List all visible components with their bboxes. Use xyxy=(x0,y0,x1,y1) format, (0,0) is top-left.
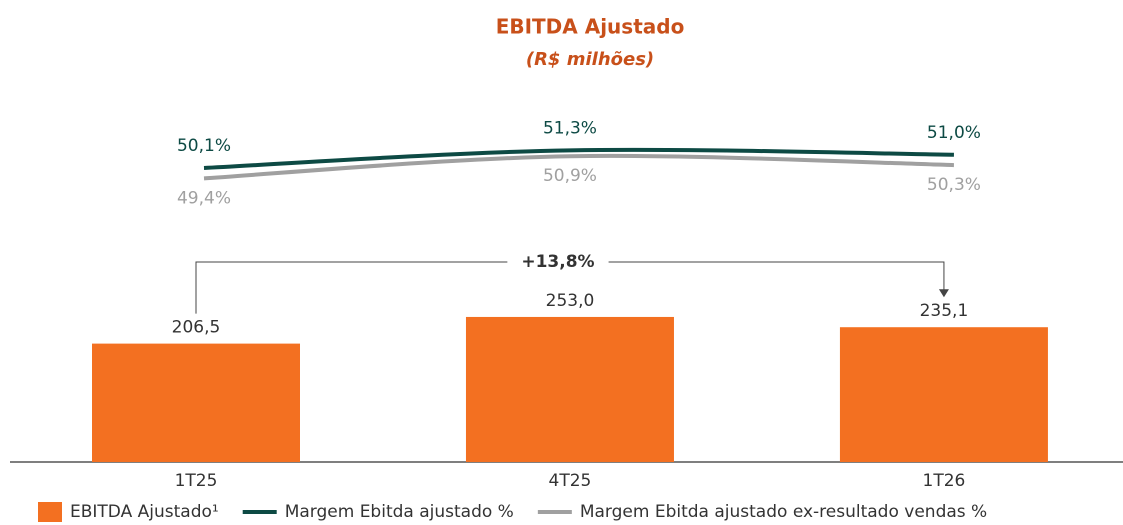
data-label: 50,1% xyxy=(177,136,231,156)
chart-subtitle: (R$ milhões) xyxy=(526,49,654,70)
data-label: 50,9% xyxy=(543,166,597,186)
chart-title: EBITDA Ajustado xyxy=(496,15,685,39)
x-tick-label: 4T25 xyxy=(549,471,592,491)
data-label: 51,0% xyxy=(927,123,981,143)
data-label: 50,3% xyxy=(927,175,981,195)
legend-label: Margem Ebitda ajustado ex-resultado vend… xyxy=(580,502,987,522)
data-label: 49,4% xyxy=(177,188,231,208)
data-label: 206,5 xyxy=(172,318,221,338)
legend-label: EBITDA Ajustado¹ xyxy=(70,502,219,522)
annotation: +13,8% xyxy=(521,252,594,272)
x-tick-label: 1T25 xyxy=(175,471,218,491)
legend-label: Margem Ebitda ajustado % xyxy=(285,502,514,522)
line xyxy=(203,147,954,171)
data-label: 235,1 xyxy=(920,301,969,321)
legend-swatch xyxy=(38,502,62,522)
bar xyxy=(465,316,674,462)
annotation-bracket xyxy=(195,261,945,314)
x-tick-label: 1T26 xyxy=(923,471,966,491)
data-label: 253,0 xyxy=(546,291,595,311)
annotation-arrow xyxy=(938,289,949,298)
bar xyxy=(839,327,1048,462)
line xyxy=(203,153,954,181)
data-label: 51,3% xyxy=(543,118,597,138)
bar xyxy=(92,343,300,462)
